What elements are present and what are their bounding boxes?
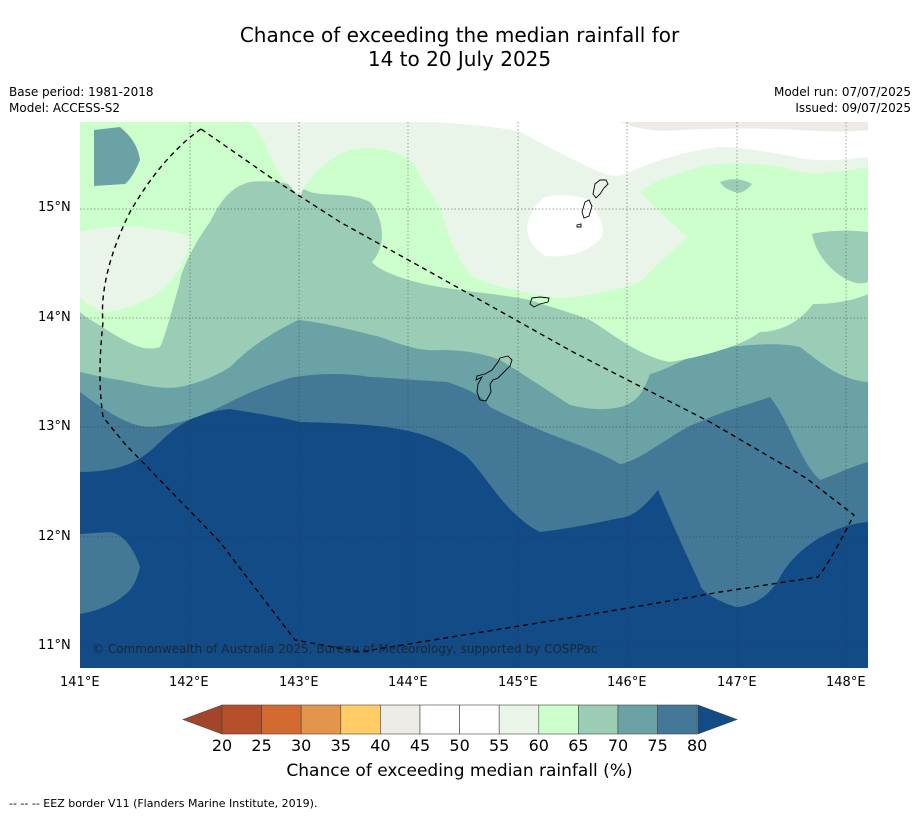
meta-left: Base period: 1981-2018 Model: ACCESS-S2	[9, 84, 154, 116]
lon-label-141: 141°E	[60, 675, 100, 690]
colorbar-segment	[538, 704, 579, 735]
lat-label-13: 13°N	[38, 419, 71, 434]
colorbar-segment	[261, 704, 302, 735]
colorbar-segment	[419, 704, 460, 735]
colorbar-segment	[340, 704, 381, 735]
lat-label-14: 14°N	[38, 310, 71, 325]
colorbar-segments	[221, 704, 698, 735]
colorbar	[182, 704, 738, 735]
lat-label-15: 15°N	[38, 200, 71, 215]
lon-label-147: 147°E	[717, 675, 757, 690]
colorbar-segment	[617, 704, 658, 735]
lon-label-145: 145°E	[498, 675, 538, 690]
colorbar-tick-label: 65	[568, 736, 589, 755]
colorbar-segment	[498, 704, 540, 735]
lon-label-144: 144°E	[388, 675, 428, 690]
colorbar-segment	[459, 704, 500, 735]
lat-label-11: 11°N	[38, 638, 71, 653]
patch-right-60-65	[812, 230, 868, 284]
colorbar-tick-label: 80	[687, 736, 708, 755]
patch-topleft-70-75	[94, 127, 140, 186]
rota-island	[529, 296, 550, 308]
colorbar-tick-label: 55	[489, 736, 510, 755]
colorbar-tick-label: 70	[607, 736, 629, 755]
colorbar-tick-label: 25	[251, 736, 272, 755]
band-40-45	[620, 122, 868, 132]
band-45-50	[430, 122, 868, 176]
copyright-text: © Commonwealth of Australia 2025, Bureau…	[92, 642, 597, 656]
footnote: -- -- -- EEZ border V11 (Flanders Marine…	[9, 797, 318, 810]
colorbar-tick-label: 45	[409, 736, 431, 755]
rainfall-map[interactable]: © Commonwealth of Australia 2025, Bureau…	[80, 122, 868, 668]
patch-left-70-75	[80, 532, 140, 614]
lon-label-148: 148°E	[826, 675, 866, 690]
lon-label-143: 143°E	[279, 675, 319, 690]
base-period-label: Base period: 1981-2018	[9, 85, 154, 99]
colorbar-tick-label: 20	[211, 736, 233, 755]
colorbar-over-arrow	[697, 704, 738, 735]
colorbar-segment	[380, 704, 421, 735]
colorbar-segment	[578, 704, 619, 735]
lon-label-146: 146°E	[607, 675, 647, 690]
patch-dot-65-70	[720, 179, 752, 193]
lat-label-12: 12°N	[38, 529, 71, 544]
map-title-line1: Chance of exceeding the median rainfall …	[239, 23, 680, 47]
model-run-label: Model run: 07/07/2025	[773, 85, 911, 99]
colorbar-segment	[221, 704, 262, 735]
colorbar-segment	[300, 704, 342, 735]
colorbar-tick-label: 60	[528, 736, 549, 755]
colorbar-tick-label: 75	[647, 736, 668, 755]
colorbar-tick-label: 30	[291, 736, 312, 755]
colorbar-title: Chance of exceeding median rainfall (%)	[286, 761, 633, 781]
colorbar-segment	[657, 704, 698, 735]
patch-left-50-55	[80, 226, 192, 312]
lon-label-142: 142°E	[169, 675, 209, 690]
colorbar-tick-label: 50	[449, 736, 470, 755]
tinian-island	[581, 199, 593, 219]
issued-label: Issued: 09/07/2025	[795, 101, 911, 115]
aguijan-island	[576, 223, 582, 228]
colorbar-tick-label: 40	[370, 736, 391, 755]
colorbar-tick-label: 35	[330, 736, 351, 755]
meta-right: Model run: 07/07/2025 Issued: 09/07/2025	[774, 84, 911, 116]
map-canvas: © Commonwealth of Australia 2025, Bureau…	[80, 122, 868, 668]
model-label: Model: ACCESS-S2	[9, 101, 121, 115]
saipan-island	[592, 179, 609, 199]
colorbar-under-arrow	[182, 704, 223, 735]
map-title-line2: 14 to 20 July 2025	[367, 47, 552, 71]
islands	[475, 179, 609, 402]
guam-island	[475, 355, 513, 402]
gridlines	[80, 122, 868, 668]
patch-45-50	[527, 195, 603, 257]
eez-border	[99, 128, 855, 653]
